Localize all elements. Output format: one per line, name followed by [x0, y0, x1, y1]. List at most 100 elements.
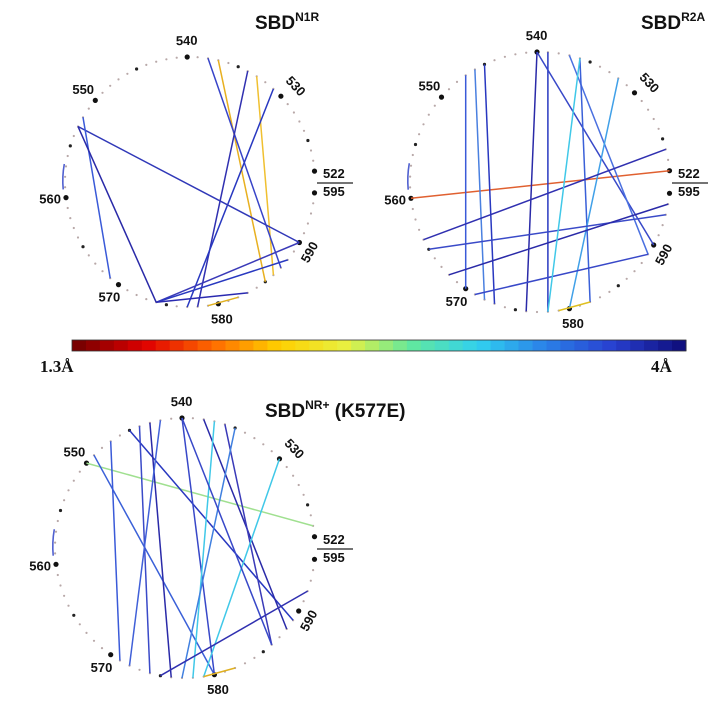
residue-label-522: 522 — [323, 166, 345, 181]
colorbar-cell — [672, 340, 687, 351]
contact-edge — [51, 529, 56, 556]
residue-dot — [661, 224, 664, 227]
residue-dot — [278, 636, 281, 639]
residue-dot — [72, 479, 75, 482]
contact-edges-nrp — [51, 417, 314, 679]
contact-edge — [474, 253, 649, 296]
contact-edge — [406, 163, 411, 190]
residue-label-550: 550 — [419, 79, 441, 94]
residue-dot — [101, 91, 104, 94]
contact-edge — [186, 88, 275, 308]
colorbar-cell — [351, 340, 366, 351]
residue-dot — [631, 90, 638, 96]
colorbar-cell — [211, 340, 226, 351]
residue-dot — [262, 443, 265, 446]
colorbar-cell — [169, 340, 185, 351]
colorbar-cell — [532, 340, 547, 351]
residue-dot — [101, 270, 104, 273]
colorbar-cell — [141, 340, 157, 351]
colorbar-cell — [267, 340, 282, 351]
contact-edge — [149, 422, 172, 678]
residue-dot — [311, 556, 318, 562]
residue-dot — [666, 168, 673, 174]
residue-dot — [409, 164, 413, 167]
colorbar-cell — [281, 340, 296, 351]
residue-dot — [100, 647, 104, 650]
residue-label-570: 570 — [99, 290, 121, 305]
residue-dot — [312, 202, 315, 205]
contact-edge — [525, 51, 538, 312]
contact-edge — [410, 169, 670, 200]
residue-label-522: 522 — [323, 532, 345, 547]
contact-edge — [192, 421, 216, 678]
residue-dot — [411, 153, 414, 157]
residue-dot — [309, 579, 312, 582]
residue-dot — [302, 232, 306, 235]
residue-dot — [78, 470, 81, 473]
colorbar-cell — [183, 340, 199, 351]
residue-dot — [514, 53, 517, 56]
residue-dot — [165, 58, 168, 61]
colorbar-cell — [197, 340, 213, 351]
residue-dot — [184, 54, 190, 60]
colorbar-cell — [476, 340, 492, 351]
residue-dot — [69, 217, 72, 220]
residue-dot — [54, 530, 58, 533]
residue-dot — [306, 222, 309, 225]
colorbar-cell — [518, 340, 533, 351]
residue-dot — [666, 190, 673, 196]
residue-dot — [298, 120, 301, 123]
colorbar-cell — [574, 340, 589, 351]
colorbar-cell — [602, 340, 617, 351]
residue-dot — [409, 175, 412, 178]
residue-dot — [118, 434, 121, 437]
residue-dot — [278, 93, 284, 99]
colorbar-max-label: 4Å — [651, 357, 673, 376]
residue-dot — [433, 257, 436, 260]
residue-dot — [175, 305, 178, 308]
colorbar-cell — [155, 340, 171, 351]
residue-dot — [640, 99, 643, 103]
residue-label-580: 580 — [562, 316, 584, 331]
colorbar-cell — [337, 340, 352, 351]
contact-edge — [93, 454, 216, 675]
colorbar-cell — [658, 340, 673, 351]
residue-dot — [253, 656, 256, 660]
residue-dot — [72, 226, 75, 230]
colorbar-cell — [72, 340, 87, 351]
residue-ring-nrp — [53, 415, 318, 680]
distance-colorbar: 1.3Å 4Å — [40, 339, 687, 376]
contact-edge — [203, 419, 288, 630]
residue-dot — [109, 84, 112, 87]
residue-dot — [64, 175, 67, 178]
residue-dot — [608, 71, 611, 74]
residue-dot — [108, 652, 114, 658]
colorbar-frame — [71, 339, 687, 352]
contact-edge — [128, 429, 294, 621]
residue-dot — [647, 108, 650, 111]
residue-dot — [64, 165, 68, 168]
residue-label-530: 530 — [637, 70, 663, 96]
residue-dot — [493, 59, 496, 62]
colorbar-cell — [406, 340, 422, 351]
residue-dot — [87, 107, 90, 110]
residue-dot — [76, 236, 80, 239]
residue-dot — [126, 289, 129, 292]
colorbar-cell — [295, 340, 310, 351]
residue-dot — [66, 154, 69, 158]
residue-dot — [264, 81, 267, 84]
residue-label-595: 595 — [323, 184, 345, 199]
residue-label-530: 530 — [283, 73, 309, 99]
residue-dot — [126, 72, 129, 75]
residue-label-580: 580 — [207, 682, 229, 697]
residue-label-530: 530 — [282, 436, 308, 462]
colorbar-cell — [113, 340, 129, 351]
residue-label-560: 560 — [39, 192, 61, 207]
contact-edge — [448, 203, 669, 276]
residue-label-540: 540 — [526, 28, 548, 43]
residue-dot — [270, 450, 273, 453]
residue-label-595: 595 — [323, 550, 345, 565]
